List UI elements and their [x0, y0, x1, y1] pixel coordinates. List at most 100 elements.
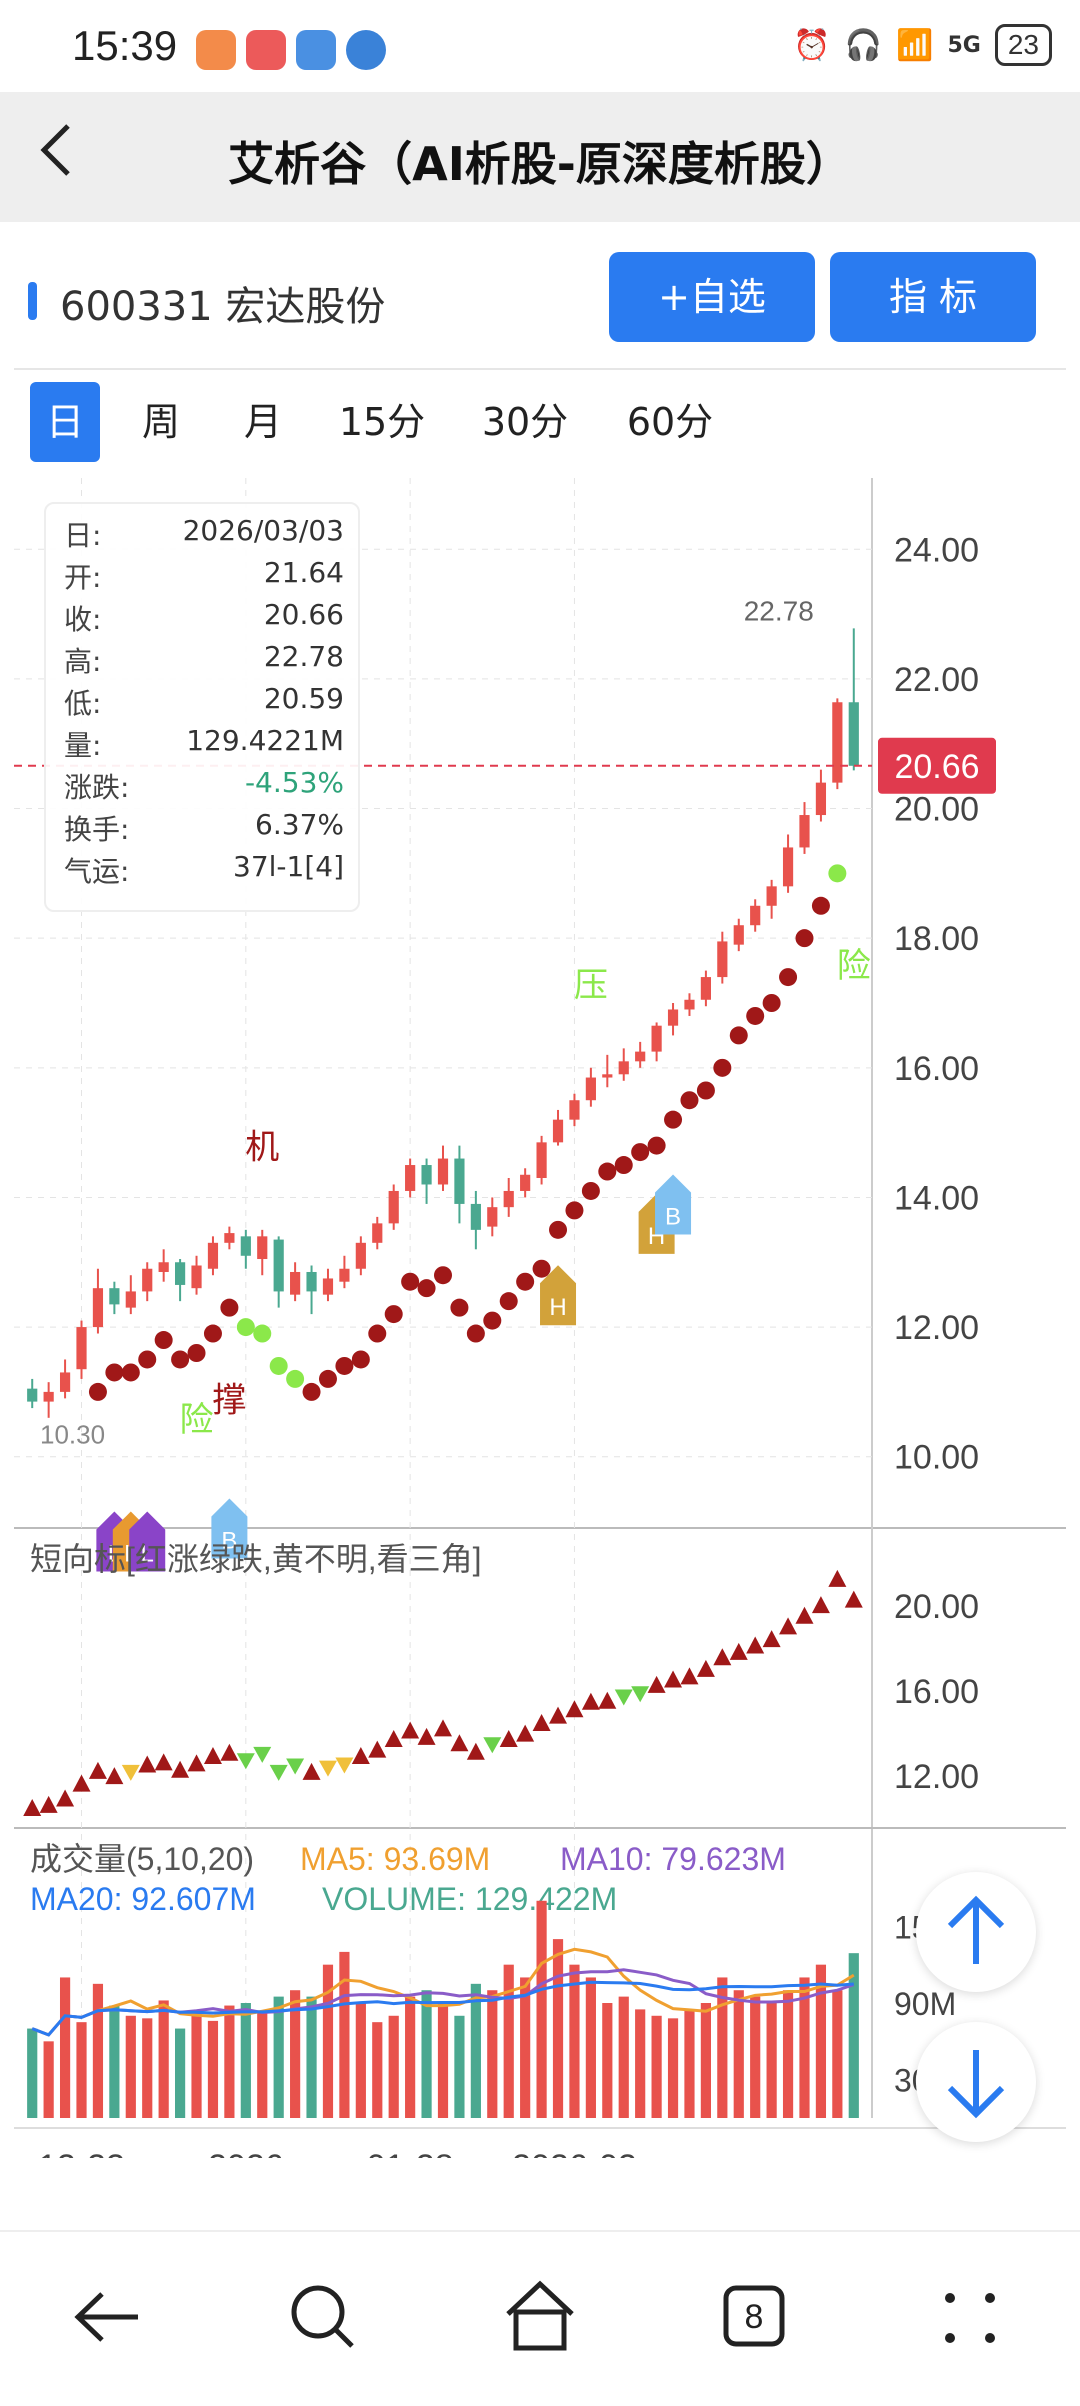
bottom-nav: 8 — [0, 2230, 1080, 2402]
tabs-icon[interactable] — [723, 2285, 785, 2347]
tab-month[interactable]: 月 — [243, 400, 282, 444]
volume-bar — [175, 2028, 186, 2118]
network-label: 5G — [947, 32, 981, 58]
info-row-open: 开: 21.64 — [64, 556, 344, 594]
ma5-label: MA5: 93.69M — [300, 1841, 490, 1877]
tab-15min[interactable]: 15分 — [338, 400, 426, 444]
trend-triangle — [368, 1740, 387, 1758]
signal-annotation: 险 — [837, 947, 871, 985]
h-marker-label: H — [549, 1294, 566, 1321]
trend-triangle — [844, 1590, 863, 1608]
scroll-down-button[interactable] — [916, 2022, 1036, 2142]
trend-triangle — [598, 1691, 617, 1709]
candle-body — [109, 1288, 120, 1305]
volume-bar — [602, 2003, 613, 2118]
volume-bar — [388, 2015, 399, 2118]
add-watchlist-button[interactable]: +自选 — [609, 252, 815, 342]
support-dot — [647, 1136, 666, 1155]
support-dot — [351, 1350, 370, 1369]
tab-week[interactable]: 周 — [141, 400, 180, 444]
search-icon[interactable] — [291, 2285, 354, 2348]
candle-body — [43, 1391, 54, 1402]
candle-body — [454, 1158, 465, 1204]
sub-tick-label: 12.00 — [894, 1758, 979, 1796]
stock-bar: 600331 宏达股份 +自选 指 标 — [0, 222, 1080, 370]
volume-bar — [257, 2013, 268, 2118]
price-tick-label: 16.00 — [894, 1050, 979, 1088]
volume-bar — [667, 2018, 679, 2118]
price-tick-label: 24.00 — [894, 531, 979, 569]
volume-bar — [339, 1951, 350, 2118]
l-marker — [129, 1511, 166, 1572]
date-tick-label: 2026-02 — [512, 2148, 637, 2158]
h-marker — [540, 1265, 577, 1326]
support-dot — [795, 929, 814, 948]
candle-body — [421, 1165, 432, 1185]
candle-body — [240, 1236, 251, 1256]
support-dot — [499, 1292, 518, 1311]
support-dot — [729, 1026, 748, 1045]
volume-bar — [224, 2005, 235, 2118]
trend-triangle — [203, 1746, 222, 1764]
menu-icon[interactable] — [945, 2293, 995, 2343]
volume-bar — [799, 1977, 810, 2118]
trend-triangle — [417, 1727, 436, 1745]
info-row-change: 涨跌: -4.53% — [64, 766, 344, 804]
support-dot — [434, 1266, 452, 1285]
price-tick-label: 12.00 — [894, 1309, 979, 1347]
sub-tick-label: 16.00 — [894, 1673, 979, 1711]
battery-indicator: 23 — [994, 24, 1052, 66]
tab-day[interactable]: 日 — [30, 382, 100, 462]
ma5-line — [31, 1947, 855, 2037]
kline-chart[interactable]: 24.00 22.00 20.00 18.00 16.00 14.00 12.00 10.00… — [0, 468, 1080, 2158]
candle-body — [635, 1051, 646, 1062]
volume-bar — [552, 1939, 564, 2118]
tab-30min[interactable]: 30分 — [481, 400, 569, 444]
candle-body — [207, 1242, 219, 1269]
candle-body — [59, 1372, 71, 1392]
support-dot — [368, 1324, 387, 1343]
trend-triangle — [811, 1596, 830, 1614]
candle-body — [520, 1174, 531, 1191]
candle-body — [782, 847, 794, 887]
signal-annotation: 险 — [180, 1401, 214, 1439]
trend-triangle — [532, 1714, 551, 1732]
scroll-up-button[interactable] — [916, 1872, 1036, 1992]
candle-body — [487, 1207, 498, 1227]
volume-bar — [76, 2022, 87, 2118]
support-dot — [614, 1156, 633, 1175]
volume-bar — [59, 1977, 71, 2118]
candle-body — [76, 1327, 87, 1370]
app-icon-3 — [296, 30, 336, 70]
indicator-button[interactable]: 指 标 — [830, 252, 1036, 342]
trend-triangle — [401, 1721, 420, 1739]
signal-annotation: 机 — [245, 1129, 279, 1167]
candle-body — [92, 1288, 104, 1328]
candle-body — [552, 1119, 564, 1143]
candle-body — [815, 782, 827, 816]
home-icon[interactable] — [506, 2280, 574, 2351]
support-dot — [302, 1382, 321, 1401]
volume-bar — [717, 1977, 728, 2118]
support-dot — [631, 1143, 650, 1162]
volume-bar — [437, 2003, 449, 2118]
ma10-label: MA10: 79.623M — [560, 1841, 786, 1877]
app-icon-2 — [246, 30, 286, 70]
candle-body — [799, 815, 810, 848]
back-icon[interactable] — [38, 120, 74, 195]
support-dot — [269, 1356, 288, 1375]
tab-count: 8 — [745, 2298, 764, 2336]
trend-triangle — [154, 1753, 173, 1771]
status-right: ⏰ 🎧 📶 5G 23 — [793, 24, 1052, 66]
back-nav-icon[interactable] — [74, 2292, 138, 2342]
arrow-up-icon — [947, 1895, 1005, 1964]
trend-triangle — [351, 1746, 370, 1764]
trend-triangle — [499, 1729, 518, 1747]
candle-body — [273, 1239, 284, 1292]
candle-body — [733, 925, 744, 945]
signal-annotation: 压 — [574, 967, 608, 1005]
trend-triangle — [795, 1606, 814, 1624]
support-dot — [828, 864, 847, 883]
trend-triangle — [88, 1761, 107, 1779]
tab-60min[interactable]: 60分 — [626, 400, 714, 444]
